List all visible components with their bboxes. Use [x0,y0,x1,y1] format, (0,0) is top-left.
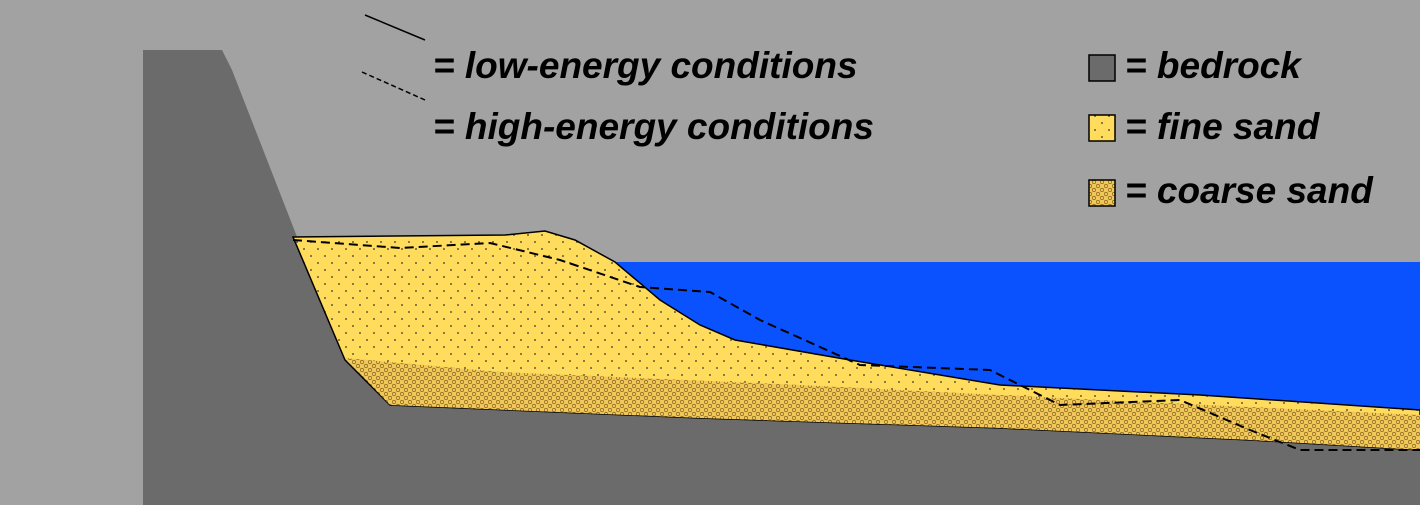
legend-label: = coarse sand [1125,170,1374,211]
legend-swatch [1089,180,1115,206]
diagram: = low-energy conditions = high-energy co… [0,0,1420,505]
legend-swatch [1089,55,1115,81]
legend-swatch [1089,115,1115,141]
legend-label: = low-energy conditions [433,45,858,86]
legend-label: = high-energy conditions [433,106,874,147]
legend-label: = bedrock [1125,45,1303,86]
legend-label: = fine sand [1125,106,1321,147]
